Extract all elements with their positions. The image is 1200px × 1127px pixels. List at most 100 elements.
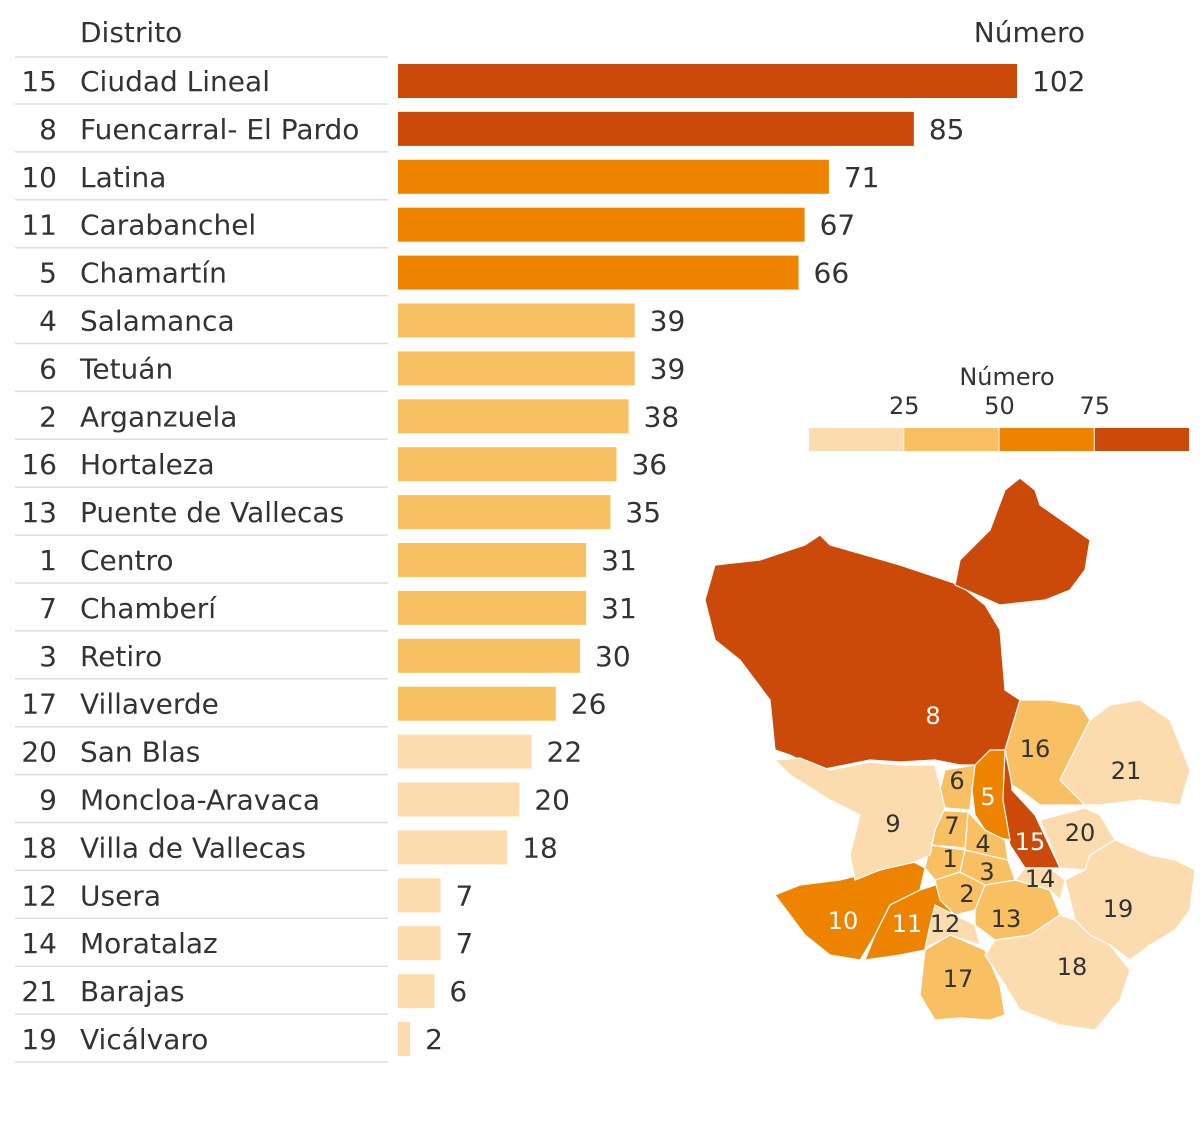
district-id: 2 xyxy=(39,400,57,433)
map-label: 9 xyxy=(885,810,900,838)
bar xyxy=(398,1022,411,1056)
value-label: 39 xyxy=(650,305,686,338)
bar xyxy=(398,207,805,242)
value-label: 85 xyxy=(929,113,965,146)
value-label: 7 xyxy=(455,927,473,960)
bar xyxy=(398,686,556,721)
value-label: 38 xyxy=(644,400,680,433)
district-id: 7 xyxy=(39,592,57,625)
bar xyxy=(398,543,587,577)
map-label: 13 xyxy=(991,905,1022,933)
bar xyxy=(398,926,441,961)
bar xyxy=(398,638,581,673)
district-name: Barajas xyxy=(80,975,185,1008)
district-name: Fuencarral- El Pardo xyxy=(80,113,359,146)
value-label: 6 xyxy=(449,975,467,1008)
district-name: Arganzuela xyxy=(80,400,237,433)
district-name: San Blas xyxy=(80,736,200,769)
value-label: 31 xyxy=(601,544,637,577)
map-district xyxy=(924,844,966,881)
district-id: 6 xyxy=(39,352,57,385)
header-value: Número xyxy=(974,16,1085,49)
bar xyxy=(398,303,635,338)
legend-break: 50 xyxy=(984,392,1015,420)
district-id: 20 xyxy=(21,736,57,769)
map-label: 19 xyxy=(1103,895,1134,923)
value-label: 22 xyxy=(547,736,583,769)
district-id: 5 xyxy=(39,257,57,290)
district-name: Puente de Vallecas xyxy=(80,496,344,529)
bar xyxy=(398,399,629,434)
value-label: 20 xyxy=(534,784,570,817)
district-name: Moratalaz xyxy=(80,927,218,960)
district-name: Villa de Vallecas xyxy=(80,831,306,864)
district-id: 11 xyxy=(21,209,57,242)
map-label: 18 xyxy=(1057,953,1088,981)
value-label: 31 xyxy=(601,592,637,625)
district-id: 13 xyxy=(21,496,57,529)
district-id: 18 xyxy=(21,831,57,864)
legend-break: 25 xyxy=(889,392,920,420)
map-label: 12 xyxy=(930,910,961,938)
bar xyxy=(398,974,435,1009)
district-name: Salamanca xyxy=(80,305,235,338)
map-label: 5 xyxy=(980,783,995,811)
bar xyxy=(398,495,611,530)
map-label: 1 xyxy=(942,845,957,873)
district-id: 4 xyxy=(39,305,57,338)
map-label: 8 xyxy=(925,702,940,730)
district-id: 1 xyxy=(39,544,57,577)
value-label: 7 xyxy=(455,879,473,912)
legend-swatch xyxy=(904,428,999,451)
value-label: 36 xyxy=(631,448,667,481)
map-label: 16 xyxy=(1020,735,1051,763)
value-label: 18 xyxy=(522,831,558,864)
legend: Número 25 50 75 xyxy=(809,363,1189,451)
map-label: 7 xyxy=(944,812,959,840)
value-label: 71 xyxy=(844,161,880,194)
district-name: Vicálvaro xyxy=(80,1023,208,1056)
district-name: Moncloa-Aravaca xyxy=(80,784,320,817)
district-id: 12 xyxy=(21,879,57,912)
map-label: 17 xyxy=(943,965,974,993)
value-label: 66 xyxy=(814,257,850,290)
value-label: 2 xyxy=(425,1023,443,1056)
district-id: 19 xyxy=(21,1023,57,1056)
legend-swatch xyxy=(999,428,1094,451)
bar xyxy=(398,159,829,194)
map-district xyxy=(1059,699,1191,806)
district-name: Chamartín xyxy=(80,257,227,290)
legend-break: 75 xyxy=(1079,392,1110,420)
map-district xyxy=(924,904,981,950)
map-label: 14 xyxy=(1025,865,1056,893)
map-district xyxy=(773,757,946,881)
value-label: 67 xyxy=(820,209,856,242)
district-id: 14 xyxy=(21,927,57,960)
map-district xyxy=(919,934,1006,1021)
bar xyxy=(398,447,617,482)
bar xyxy=(398,590,587,625)
value-label: 39 xyxy=(650,352,686,385)
map-label: 6 xyxy=(949,767,964,795)
legend-swatch xyxy=(809,428,904,451)
map-label: 11 xyxy=(892,910,923,938)
district-id: 17 xyxy=(21,688,57,721)
bar xyxy=(398,111,914,146)
map-label: 20 xyxy=(1065,819,1096,847)
district-name: Retiro xyxy=(80,640,162,673)
district-id: 16 xyxy=(21,448,57,481)
district-name: Carabanchel xyxy=(80,209,256,242)
value-label: 26 xyxy=(571,688,607,721)
district-name: Ciudad Lineal xyxy=(80,65,270,98)
bar xyxy=(398,878,441,913)
district-id: 15 xyxy=(21,65,57,98)
legend-swatch xyxy=(1094,428,1189,451)
district-name: Latina xyxy=(80,161,166,194)
map-label: 2 xyxy=(959,880,974,908)
map-district xyxy=(1064,839,1196,961)
district-id: 3 xyxy=(39,640,57,673)
map-label: 10 xyxy=(828,907,859,935)
